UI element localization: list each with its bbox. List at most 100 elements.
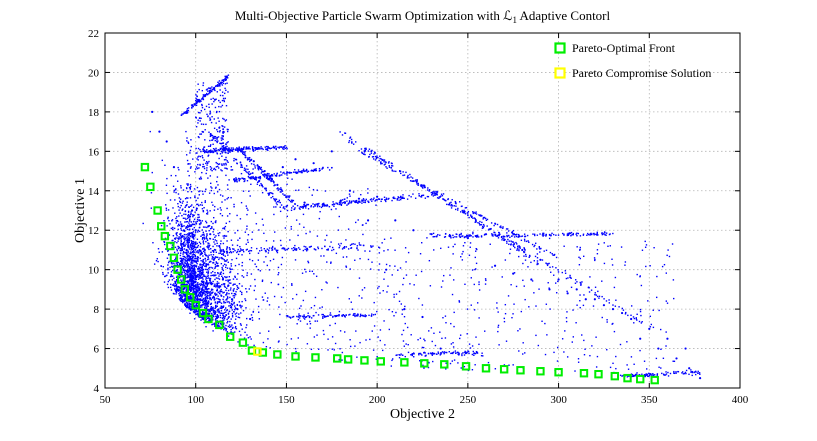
swarm-particle: [179, 212, 180, 213]
swarm-particle: [223, 255, 224, 256]
swarm-particle: [221, 310, 222, 311]
swarm-particle: [222, 137, 223, 138]
swarm-particle: [197, 239, 198, 240]
swarm-particle: [168, 262, 169, 263]
swarm-particle: [201, 277, 202, 278]
swarm-particle: [213, 239, 214, 240]
swarm-particle: [335, 323, 336, 324]
swarm-particle: [289, 200, 290, 201]
swarm-particle: [398, 199, 399, 200]
swarm-particle: [225, 264, 226, 265]
swarm-particle: [186, 290, 187, 291]
swarm-particle: [509, 253, 510, 254]
swarm-particle: [278, 272, 279, 273]
swarm-particle: [181, 236, 182, 237]
swarm-particle: [202, 264, 203, 265]
swarm-particle: [251, 250, 252, 251]
swarm-particle: [601, 232, 602, 233]
swarm-particle: [541, 321, 542, 322]
swarm-particle: [180, 187, 181, 188]
swarm-particle: [211, 313, 212, 314]
swarm-particle: [342, 134, 343, 135]
swarm-particle: [352, 308, 353, 309]
swarm-particle: [202, 193, 203, 194]
swarm-particle: [248, 148, 249, 149]
swarm-particle: [299, 223, 300, 224]
swarm-particle: [172, 270, 173, 271]
swarm-particle: [437, 197, 438, 198]
swarm-particle: [197, 260, 198, 261]
swarm-particle: [320, 255, 321, 256]
swarm-particle: [452, 253, 453, 254]
swarm-particle: [206, 306, 207, 307]
swarm-particle: [228, 74, 229, 75]
swarm-particle: [305, 317, 306, 318]
swarm-particle: [209, 91, 210, 92]
swarm-particle: [345, 266, 346, 267]
swarm-particle: [246, 214, 247, 215]
swarm-particle: [254, 279, 255, 280]
swarm-particle: [518, 249, 519, 250]
swarm-particle: [244, 168, 245, 169]
swarm-particle: [621, 375, 622, 376]
swarm-particle: [699, 374, 700, 375]
swarm-particle: [202, 255, 203, 256]
swarm-particle: [228, 335, 229, 336]
swarm-particle: [180, 205, 181, 206]
swarm-particle: [202, 302, 203, 303]
swarm-particle: [210, 281, 211, 282]
swarm-particle: [693, 372, 694, 373]
swarm-particle: [214, 313, 215, 314]
swarm-particle: [180, 260, 181, 261]
swarm-particle: [222, 253, 223, 254]
swarm-particle: [369, 250, 370, 251]
swarm-particle: [615, 277, 616, 278]
swarm-particle: [395, 312, 396, 313]
swarm-particle: [189, 253, 190, 254]
swarm-particle: [204, 300, 205, 301]
swarm-particle: [193, 260, 194, 261]
swarm-particle: [322, 316, 323, 317]
swarm-particle: [478, 317, 479, 318]
swarm-particle: [196, 207, 197, 208]
swarm-particle: [202, 282, 203, 283]
swarm-particle: [442, 351, 443, 352]
swarm-particle: [462, 235, 463, 236]
swarm-particle: [184, 239, 185, 240]
swarm-particle: [378, 269, 379, 270]
swarm-particle: [393, 197, 394, 198]
swarm-particle: [426, 237, 427, 238]
swarm-particle: [407, 198, 408, 199]
swarm-particle: [241, 254, 242, 255]
swarm-particle: [477, 222, 478, 223]
swarm-particle: [534, 260, 535, 261]
swarm-particle: [277, 274, 278, 275]
swarm-particle: [190, 206, 191, 207]
swarm-particle: [612, 363, 613, 364]
swarm-particle: [190, 211, 191, 212]
swarm-particle: [388, 198, 389, 199]
swarm-particle: [457, 352, 458, 353]
swarm-particle: [653, 327, 654, 328]
swarm-particle: [319, 211, 320, 212]
swarm-particle: [168, 254, 169, 255]
swarm-particle: [235, 313, 236, 314]
swarm-particle: [501, 239, 502, 240]
swarm-particle: [222, 149, 223, 150]
swarm-particle: [429, 260, 430, 261]
swarm-particle: [225, 280, 226, 281]
swarm-particle: [326, 261, 327, 262]
swarm-particle: [593, 233, 594, 234]
swarm-particle: [182, 256, 183, 257]
swarm-particle: [168, 287, 169, 288]
swarm-particle: [653, 247, 654, 248]
swarm-particle: [549, 238, 550, 239]
swarm-particle: [250, 177, 251, 178]
swarm-particle: [249, 148, 250, 149]
swarm-particle: [226, 148, 227, 149]
swarm-particle: [167, 268, 168, 269]
swarm-particle: [513, 246, 514, 247]
swarm-particle: [237, 245, 238, 246]
swarm-particle: [228, 313, 229, 314]
swarm-particle: [226, 77, 227, 78]
